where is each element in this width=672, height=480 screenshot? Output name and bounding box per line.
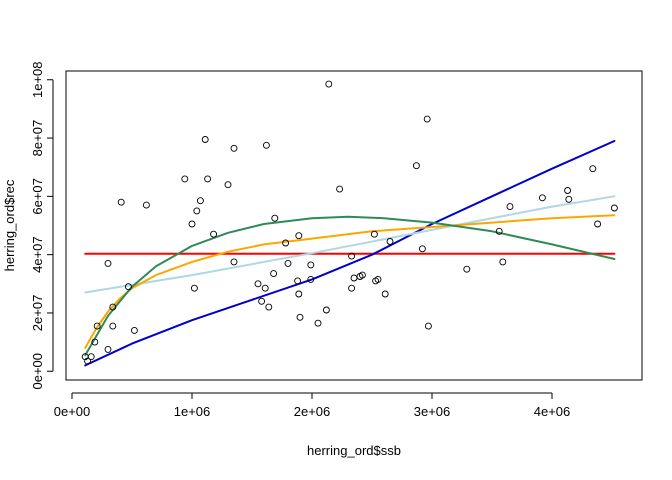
data-point bbox=[109, 322, 117, 330]
data-point bbox=[348, 252, 356, 260]
data-point bbox=[181, 175, 189, 183]
data-point bbox=[262, 141, 270, 149]
series-line-4 bbox=[84, 215, 616, 357]
y-tick-label: 6e+07 bbox=[30, 178, 45, 215]
data-point bbox=[594, 220, 602, 228]
x-axis-title: herring_ord$ssb bbox=[307, 443, 401, 458]
data-point bbox=[325, 80, 333, 88]
x-axis: 0e+00 1e+06 2e+06 3e+06 4e+06 bbox=[54, 392, 571, 419]
data-point bbox=[495, 227, 503, 235]
data-point bbox=[314, 319, 322, 327]
y-tick-label: 1e+08 bbox=[30, 61, 45, 98]
data-point bbox=[224, 181, 232, 189]
y-tick-label: 0e+00 bbox=[30, 353, 45, 390]
data-point bbox=[565, 195, 573, 203]
data-point bbox=[374, 275, 382, 283]
data-point bbox=[124, 283, 132, 291]
data-point bbox=[230, 144, 238, 152]
data-point bbox=[188, 220, 196, 228]
y-tick-label: 8e+07 bbox=[30, 120, 45, 157]
data-point bbox=[610, 204, 618, 212]
x-tick-label: 3e+06 bbox=[414, 404, 451, 419]
y-axis: 0e+00 2e+07 4e+07 6e+07 8e+07 1e+08 bbox=[30, 61, 54, 390]
data-point bbox=[201, 136, 209, 143]
data-point bbox=[104, 259, 112, 267]
data-point bbox=[295, 232, 303, 240]
data-point bbox=[204, 175, 212, 183]
data-point bbox=[84, 357, 92, 365]
data-point bbox=[295, 290, 303, 298]
data-point bbox=[307, 261, 315, 269]
data-point bbox=[370, 230, 378, 238]
x-tick-label: 0e+00 bbox=[54, 404, 91, 419]
data-point bbox=[142, 201, 150, 209]
data-point bbox=[265, 303, 273, 311]
data-point bbox=[117, 198, 125, 206]
data-point bbox=[322, 306, 330, 314]
data-point bbox=[87, 353, 95, 361]
lines-layer bbox=[84, 140, 616, 367]
data-point bbox=[93, 322, 101, 330]
x-tick-label: 2e+06 bbox=[294, 404, 331, 419]
data-point bbox=[210, 230, 218, 238]
data-point bbox=[423, 115, 431, 123]
data-point bbox=[506, 203, 514, 211]
series-line-3 bbox=[84, 214, 616, 349]
data-point bbox=[307, 275, 315, 283]
data-point bbox=[463, 265, 471, 273]
data-point bbox=[564, 187, 572, 194]
data-point bbox=[258, 297, 266, 305]
data-point bbox=[424, 322, 432, 330]
x-tick-label: 4e+06 bbox=[534, 404, 571, 419]
data-point bbox=[294, 277, 302, 285]
data-point bbox=[282, 239, 290, 247]
data-point bbox=[130, 326, 138, 334]
series-line-2 bbox=[84, 195, 616, 294]
data-point bbox=[358, 271, 366, 279]
data-point bbox=[418, 245, 426, 253]
x-tick-label: 1e+06 bbox=[174, 404, 211, 419]
data-point bbox=[196, 197, 204, 205]
y-tick-label: 2e+07 bbox=[30, 295, 45, 332]
y-tick-label: 4e+07 bbox=[30, 236, 45, 273]
data-point bbox=[296, 313, 304, 321]
data-point bbox=[412, 162, 420, 170]
data-point bbox=[589, 165, 597, 173]
y-axis-title: herring_ord$rec bbox=[2, 179, 17, 271]
data-point bbox=[381, 290, 389, 298]
data-point bbox=[270, 270, 278, 278]
data-point bbox=[190, 284, 198, 292]
data-point bbox=[109, 303, 117, 311]
series-line-1 bbox=[84, 140, 616, 367]
data-point bbox=[386, 238, 394, 245]
points-layer bbox=[81, 80, 618, 365]
data-point bbox=[538, 194, 546, 202]
data-point bbox=[254, 280, 262, 288]
data-point bbox=[230, 258, 238, 266]
data-point bbox=[348, 284, 356, 292]
data-point bbox=[284, 259, 292, 267]
data-point bbox=[336, 185, 344, 193]
data-point bbox=[91, 338, 99, 346]
data-point bbox=[499, 258, 507, 266]
data-point bbox=[104, 345, 112, 353]
data-point bbox=[261, 284, 269, 292]
data-point bbox=[193, 207, 201, 215]
data-point bbox=[271, 214, 279, 222]
plot-box bbox=[65, 70, 643, 381]
